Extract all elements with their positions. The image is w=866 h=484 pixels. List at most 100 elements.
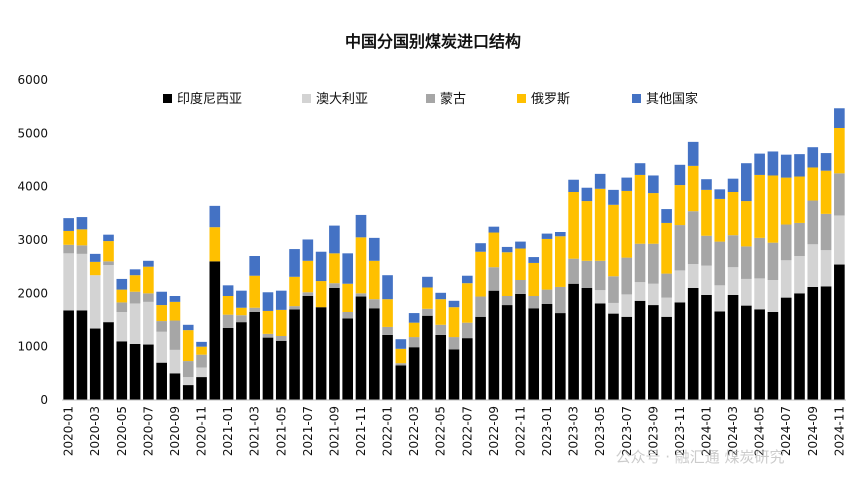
bar-segment-5 [408, 313, 420, 323]
bar-segment-4 [488, 232, 500, 268]
bar-segment-3 [156, 321, 167, 332]
bar-group-2021-08 [315, 251, 327, 400]
bar-group-2023-08 [634, 163, 646, 400]
bar-segment-5 [541, 233, 553, 239]
bar-segment-4 [355, 237, 367, 294]
bar-segment-1 [727, 294, 739, 400]
bar-segment-3 [129, 291, 141, 304]
bar-segment-2 [594, 290, 606, 304]
bar-segment-5 [554, 232, 566, 237]
bar-segment-1 [222, 328, 234, 400]
bar-segment-5 [780, 154, 792, 178]
bar-segment-1 [382, 334, 393, 400]
bar-segment-3 [302, 292, 314, 296]
bar-segment-1 [594, 303, 606, 400]
x-tick-label: 2023-01 [540, 406, 554, 456]
bar-segment-5 [501, 246, 513, 253]
x-tick-label: 2020-01 [62, 406, 76, 456]
bar-segment-5 [448, 300, 460, 308]
bar-group-2021-01 [222, 285, 234, 400]
bar-segment-1 [63, 310, 74, 400]
bar-segment-5 [834, 108, 845, 128]
bar-group-2023-07 [621, 177, 633, 400]
bar-segment-3 [820, 213, 832, 251]
bar-segment-4 [581, 201, 593, 261]
bar-segment-3 [634, 243, 646, 283]
bar-segment-4 [289, 276, 300, 307]
x-tick-label: 2021-09 [327, 406, 341, 456]
bar-segment-3 [76, 245, 88, 254]
bar-segment-3 [741, 246, 752, 279]
bar-group-2023-01 [541, 233, 553, 400]
bar-segment-5 [329, 225, 340, 254]
bar-segment-1 [315, 307, 327, 400]
bar-segment-1 [794, 293, 805, 400]
bar-segment-5 [289, 249, 300, 277]
x-tick-label: 2021-11 [354, 406, 368, 456]
bar-segment-1 [674, 302, 686, 400]
x-tick-label: 2020-07 [141, 406, 155, 456]
x-tick-label: 2024-03 [726, 406, 740, 456]
bar-segment-1 [89, 328, 101, 400]
bar-segment-1 [780, 297, 792, 400]
x-tick-label: 2020-11 [195, 406, 209, 456]
bar-segment-5 [701, 179, 712, 190]
bar-segment-5 [727, 178, 739, 192]
bar-segment-1 [568, 283, 579, 400]
bar-group-2023-11 [674, 164, 686, 400]
x-tick-label: 2022-03 [407, 406, 421, 456]
bar-segment-3 [169, 320, 181, 350]
bar-segment-2 [834, 215, 845, 265]
bar-segment-4 [249, 275, 260, 308]
x-tick-label: 2022-09 [487, 406, 501, 456]
bar-segment-1 [501, 305, 513, 400]
bar-segment-1 [541, 304, 553, 400]
bar-segment-5 [342, 253, 354, 284]
bar-segment-2 [687, 264, 699, 288]
bar-group-2020-02 [76, 217, 88, 400]
legend-label: 澳大利亚 [316, 91, 368, 107]
bar-segment-3 [515, 280, 526, 294]
bar-segment-3 [594, 260, 606, 291]
bar-segment-1 [448, 349, 460, 400]
bar-group-2024-05 [754, 153, 765, 400]
y-tick-label: 5000 [17, 126, 48, 140]
bar-segment-2 [661, 297, 672, 317]
bar-segment-4 [448, 307, 460, 338]
bar-segment-3 [608, 276, 619, 303]
bar-segment-1 [169, 373, 181, 400]
bar-segment-3 [714, 241, 726, 286]
bar-segment-5 [488, 226, 500, 233]
bar-segment-1 [807, 286, 819, 400]
bar-segment-4 [368, 260, 380, 300]
bar-segment-4 [156, 305, 167, 322]
bar-segment-3 [289, 306, 300, 310]
legend: 印度尼西亚 澳大利亚 蒙古 俄罗斯 其他国家 [163, 91, 698, 107]
bar-segment-3 [461, 322, 473, 339]
bar-segment-5 [249, 256, 260, 276]
legend-label: 印度尼西亚 [177, 91, 242, 107]
bar-segment-4 [103, 241, 114, 262]
bar-segment-4 [275, 309, 287, 336]
bar-group-2023-10 [661, 209, 672, 400]
bar-segment-4 [475, 251, 486, 297]
bar-segment-1 [714, 311, 726, 400]
bar-segment-2 [674, 270, 686, 303]
bar-group-2022-07 [461, 275, 473, 400]
bar-group-2020-05 [116, 278, 128, 400]
bar-segment-5 [661, 209, 672, 223]
bar-segment-1 [395, 365, 407, 400]
bar-segment-1 [329, 288, 340, 400]
bar-segment-1 [422, 315, 433, 400]
bar-segment-5 [182, 324, 194, 331]
x-tick-label: 2023-09 [646, 406, 660, 456]
bar-segment-1 [701, 294, 712, 400]
bar-segment-4 [89, 261, 101, 276]
bar-segment-1 [236, 322, 247, 400]
bar-segment-4 [222, 296, 234, 315]
bar-group-2020-06 [129, 269, 141, 400]
bar-segment-3 [767, 242, 779, 280]
bar-segment-2 [169, 349, 181, 374]
bar-segment-3 [262, 333, 274, 338]
